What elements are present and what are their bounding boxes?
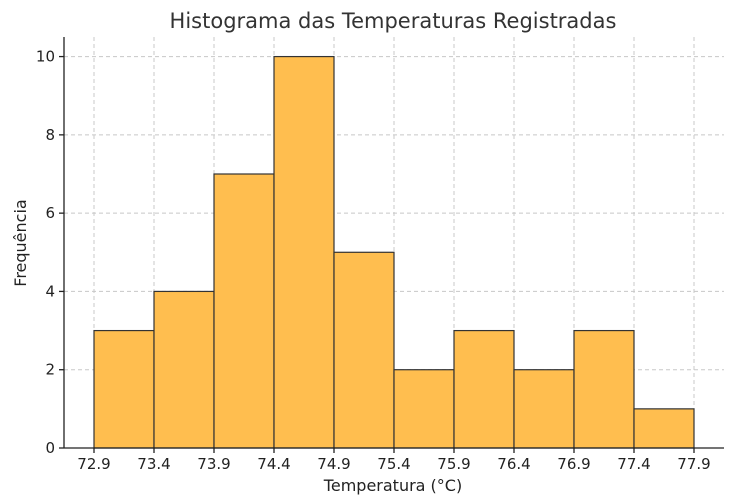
y-tick-label: 2 [45, 361, 55, 379]
histogram-bar [573, 329, 635, 449]
x-tick-label: 75.4 [377, 455, 410, 473]
x-tick-label: 73.9 [197, 455, 230, 473]
x-tick-label: 74.9 [317, 455, 350, 473]
x-tick-label: 73.4 [137, 455, 170, 473]
chart-title: Histograma das Temperaturas Registradas [170, 9, 617, 33]
x-tick-label: 76.9 [557, 455, 590, 473]
x-tick-label: 74.4 [257, 455, 290, 473]
y-tick-label: 8 [45, 126, 55, 144]
x-tick-label: 77.4 [617, 455, 650, 473]
x-tick-label: 75.9 [437, 455, 470, 473]
histogram-bar [633, 408, 695, 449]
x-tick-label: 76.4 [497, 455, 530, 473]
x-axis-label: Temperatura (°C) [323, 476, 462, 495]
histogram-bar [333, 251, 395, 449]
y-tick-label: 4 [45, 282, 55, 300]
y-tick-label: 0 [45, 439, 55, 457]
y-tick-label: 6 [45, 204, 55, 222]
histogram-bar [273, 55, 335, 449]
histogram-bar [453, 329, 515, 449]
histogram-bar [213, 173, 275, 449]
y-axis-ticks: 0 2 4 6 8 10 [36, 48, 64, 457]
histogram-bar [93, 329, 155, 449]
y-axis-label: Frequência [11, 199, 30, 286]
histogram-bar [513, 369, 575, 449]
histogram-bar [153, 290, 215, 449]
x-tick-label: 77.9 [677, 455, 710, 473]
x-tick-label: 72.9 [77, 455, 110, 473]
histogram-bar [393, 369, 455, 449]
y-tick-label: 10 [36, 48, 55, 66]
x-axis-ticks: 72.9 73.4 73.9 74.4 74.9 75.4 75.9 76.4 76.9 77.4… [77, 448, 711, 473]
